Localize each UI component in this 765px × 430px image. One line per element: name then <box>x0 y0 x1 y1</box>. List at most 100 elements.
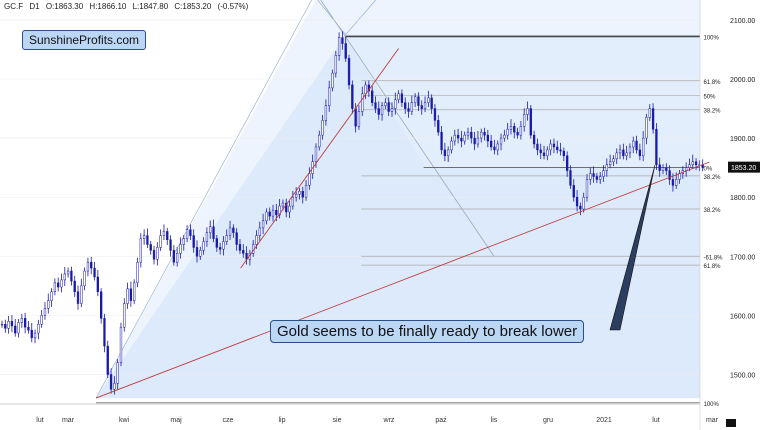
current-price-box <box>728 161 760 173</box>
candle-body <box>265 211 268 222</box>
candle-body <box>582 196 585 210</box>
candle-body <box>642 137 645 157</box>
time-tick-label: lut <box>36 417 43 424</box>
candle-body <box>275 209 278 216</box>
candle-body <box>536 143 539 151</box>
candle-body <box>675 179 678 186</box>
candle-body <box>4 323 7 329</box>
candle-body <box>142 235 146 239</box>
time-tick-label: kwi <box>119 417 130 424</box>
candle-body <box>225 235 228 242</box>
candle-body <box>618 149 622 154</box>
candle-body <box>519 126 523 136</box>
candle-body <box>476 137 480 145</box>
candle-body <box>179 244 182 254</box>
candle-body <box>294 193 298 198</box>
candle-body <box>218 247 222 250</box>
candle-body <box>106 345 109 375</box>
candle-body <box>632 140 635 148</box>
candle-body <box>337 37 341 56</box>
candle-body <box>205 232 209 242</box>
candle-body <box>146 235 149 245</box>
candle-body <box>513 126 516 133</box>
candle-body <box>93 267 96 278</box>
annotation-callout: Gold seems to be finally ready to break … <box>270 320 585 343</box>
candle-body <box>70 270 73 282</box>
candle-body <box>100 291 103 319</box>
candle-body <box>493 146 496 151</box>
candle-body <box>595 176 599 180</box>
candle-body <box>185 229 189 239</box>
candle-body <box>413 96 417 103</box>
candle-body <box>529 108 532 136</box>
candle-body <box>10 321 14 327</box>
low-value: L:1847.80 <box>132 2 169 11</box>
candle-body <box>195 247 199 257</box>
time-tick-label: 2021 <box>596 417 612 424</box>
candle-body <box>334 55 337 74</box>
candle-body <box>523 114 526 127</box>
fib-level-label: -61.8% <box>704 255 724 261</box>
candle-body <box>569 170 572 186</box>
candle-body <box>258 227 261 236</box>
candle-body <box>651 108 655 130</box>
fib-level-label: 38.2% <box>704 109 722 115</box>
candle-body <box>255 235 258 245</box>
candle-body <box>542 152 546 157</box>
candle-body <box>496 143 499 151</box>
candle-body <box>23 318 27 328</box>
candle-body <box>559 149 562 152</box>
candle-body <box>222 241 225 250</box>
interval-label: D1 <box>29 2 40 11</box>
candle-body <box>159 235 162 248</box>
candle-body <box>57 282 60 288</box>
fan-mid-shading <box>96 34 700 399</box>
candle-body <box>443 149 447 157</box>
fib-level-label: 61.8% <box>704 264 722 270</box>
candle-body <box>486 134 489 142</box>
time-tick-label: lut <box>652 417 659 424</box>
candle-body <box>27 326 30 331</box>
fib-level-label: 100% <box>704 35 720 41</box>
fib-level-label: 0% <box>704 167 713 173</box>
candle-body <box>37 323 40 334</box>
candle-body <box>166 231 169 240</box>
candle-body <box>301 191 304 198</box>
price-tick-label: 2100.00 <box>730 18 755 25</box>
candle-body <box>460 137 463 142</box>
candle-body <box>341 37 344 44</box>
candle-body <box>60 279 63 288</box>
candle-body <box>103 318 106 347</box>
candle-body <box>456 134 460 139</box>
candle-body <box>228 227 232 236</box>
candle-body <box>420 105 423 109</box>
candle-body <box>466 131 470 136</box>
candle-body <box>585 179 589 198</box>
change-value: (-0.57%) <box>217 2 249 11</box>
candle-body <box>76 291 80 304</box>
candle-body <box>506 128 509 136</box>
candle-body <box>688 164 691 168</box>
candle-body <box>47 300 50 309</box>
candle-body <box>658 164 661 171</box>
price-tick-label: 1700.00 <box>730 254 755 261</box>
candle-body <box>605 164 608 171</box>
candle-body <box>308 173 311 186</box>
candle-body <box>556 146 559 151</box>
time-tick-label: maj <box>170 417 182 424</box>
candle-body <box>549 143 552 151</box>
candle-body <box>192 235 195 248</box>
candle-body <box>172 250 176 263</box>
candle-body <box>394 99 397 109</box>
candle-body <box>285 202 288 213</box>
time-tick-label: sie <box>333 417 342 424</box>
candle-body <box>344 43 347 59</box>
candle-body <box>546 149 549 157</box>
trend-line <box>240 48 399 269</box>
candle-body <box>139 238 142 263</box>
fib-level-label: 61.8% <box>704 80 722 86</box>
candle-body <box>182 238 185 245</box>
candle-body <box>43 308 47 316</box>
candle-body <box>599 176 602 180</box>
time-tick-label: lip <box>278 417 285 424</box>
